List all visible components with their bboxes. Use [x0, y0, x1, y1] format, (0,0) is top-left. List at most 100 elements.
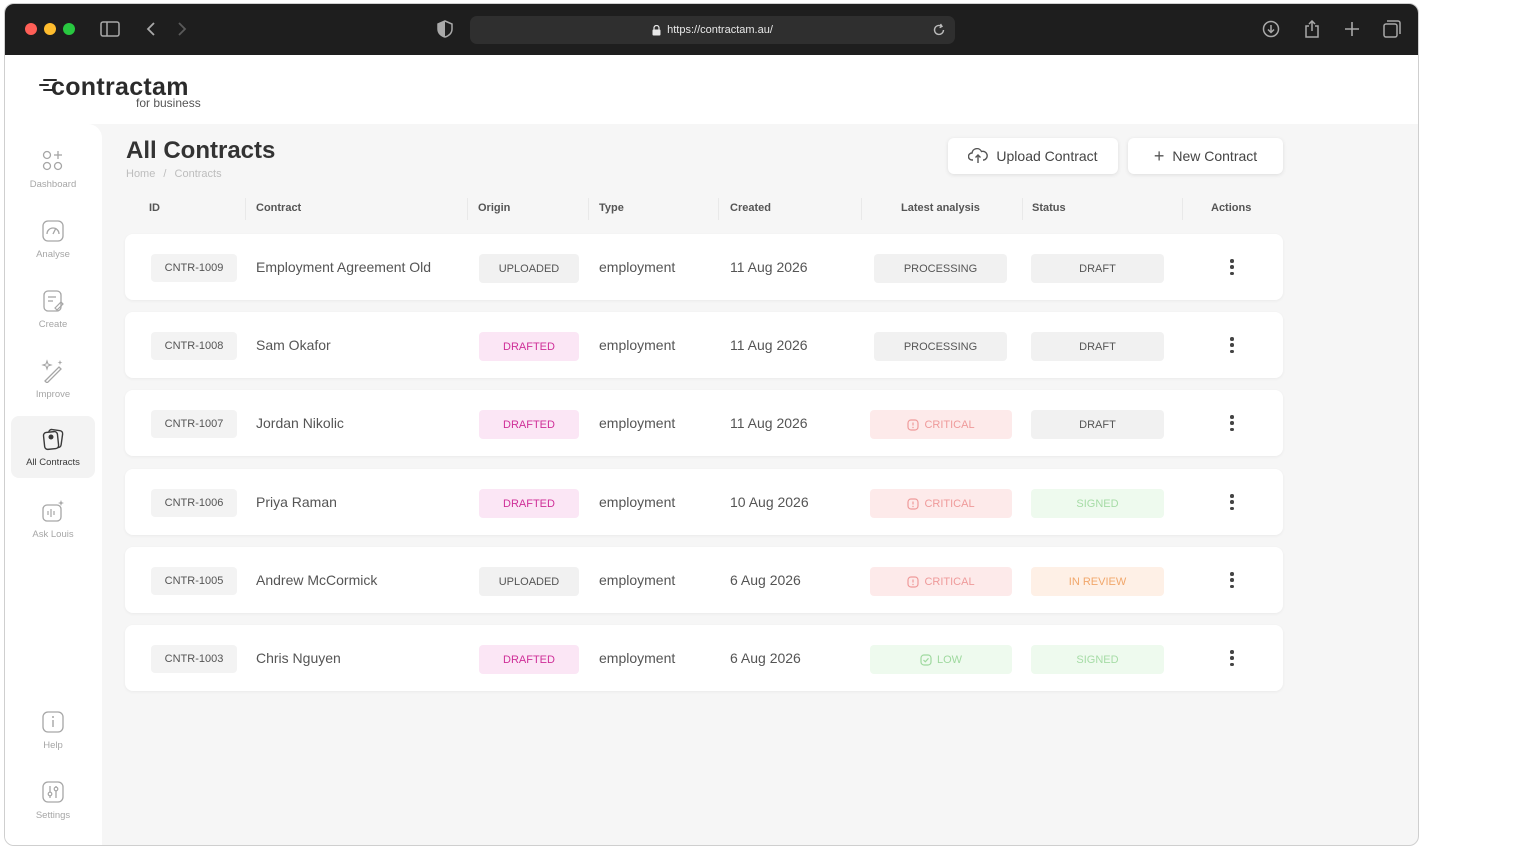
upload-contract-button[interactable]: Upload Contract — [948, 138, 1118, 174]
column-divider — [861, 198, 862, 220]
ai-chat-icon — [42, 499, 64, 522]
contract-type: employment — [599, 572, 676, 588]
row-actions-menu-icon[interactable] — [1229, 572, 1235, 588]
url-text: https://contractam.au/ — [667, 24, 773, 36]
sidebar-item-create[interactable]: Create — [11, 278, 95, 340]
main-content: All Contracts Home / Contracts Upload Co… — [102, 124, 1418, 845]
sidebar-item-label: Settings — [35, 809, 71, 821]
settings-sliders-icon — [42, 780, 64, 803]
new-tab-icon[interactable] — [1341, 18, 1363, 40]
analysis-badge: CRITICAL — [870, 410, 1012, 439]
download-icon[interactable] — [1260, 18, 1282, 40]
column-header-actions: Actions — [1211, 202, 1252, 214]
table-row[interactable]: CNTR-1007 Jordan Nikolic DRAFTED employment… — [125, 390, 1283, 456]
logo-mark-icon — [39, 79, 57, 94]
brand-name: contractam — [51, 73, 189, 101]
breadcrumb-current: Contracts — [174, 168, 222, 180]
column-header-id[interactable]: ID — [149, 202, 160, 214]
column-header-latest-analysis[interactable]: Latest analysis — [901, 202, 980, 214]
contract-type: employment — [599, 259, 676, 275]
sidebar-item-label: Help — [43, 739, 63, 751]
upload-contract-label: Upload Contract — [996, 148, 1098, 164]
contract-name[interactable]: Andrew McCormick — [256, 572, 378, 588]
sidebar-item-label: Analyse — [36, 248, 70, 260]
column-divider — [1022, 198, 1023, 220]
contract-name[interactable]: Priya Raman — [256, 494, 337, 510]
breadcrumb-home[interactable]: Home — [126, 168, 156, 180]
contract-id: CNTR-1005 — [151, 567, 237, 595]
minimize-window-button[interactable] — [44, 23, 56, 35]
sidebar-item-improve[interactable]: Improve — [11, 348, 95, 410]
column-divider — [588, 198, 589, 220]
cloud-upload-icon — [968, 148, 989, 163]
column-divider — [467, 198, 468, 220]
contract-name[interactable]: Employment Agreement Old — [256, 259, 432, 275]
table-row[interactable]: CNTR-1006 Priya Raman DRAFTED employment 10 … — [125, 469, 1283, 535]
sidebar-toggle-icon[interactable] — [99, 18, 121, 40]
contract-name[interactable]: Jordan Nikolic — [256, 415, 344, 431]
sidebar-item-help[interactable]: Help — [11, 699, 95, 761]
row-actions-menu-icon[interactable] — [1229, 337, 1235, 353]
contract-type: employment — [599, 415, 676, 431]
sidebar-item-dashboard[interactable]: Dashboard — [11, 138, 95, 200]
forward-icon[interactable] — [171, 18, 193, 40]
sidebar-item-all-contracts[interactable]: All Contracts — [11, 416, 95, 478]
row-actions-menu-icon[interactable] — [1229, 415, 1235, 431]
analysis-label: CRITICAL — [924, 497, 975, 510]
sidebar-item-label: Improve — [35, 388, 71, 400]
brand-logo[interactable]: contractam for business — [39, 73, 201, 110]
column-header-status[interactable]: Status — [1032, 202, 1066, 214]
analysis-label: PROCESSING — [903, 340, 978, 353]
check-icon — [920, 653, 932, 666]
origin-badge: UPLOADED — [479, 254, 579, 283]
origin-badge: DRAFTED — [479, 489, 579, 518]
share-icon[interactable] — [1301, 18, 1323, 40]
close-window-button[interactable] — [25, 23, 37, 35]
row-actions-menu-icon[interactable] — [1229, 494, 1235, 510]
analysis-badge: CRITICAL — [870, 567, 1012, 596]
row-actions-menu-icon[interactable] — [1229, 650, 1235, 666]
analysis-label: CRITICAL — [924, 575, 975, 588]
table-row[interactable]: CNTR-1003 Chris Nguyen DRAFTED employment 6 … — [125, 625, 1283, 691]
created-date: 11 Aug 2026 — [730, 337, 808, 353]
origin-badge: DRAFTED — [479, 645, 579, 674]
analysis-badge: CRITICAL — [870, 489, 1012, 518]
lock-icon — [652, 24, 661, 35]
contract-name[interactable]: Sam Okafor — [256, 337, 331, 353]
magic-wand-icon — [41, 358, 63, 383]
contract-type: employment — [599, 494, 676, 510]
column-header-type[interactable]: Type — [599, 202, 624, 214]
status-badge: DRAFT — [1031, 332, 1164, 361]
sidebar-item-ask-louis[interactable]: Ask Louis — [11, 488, 95, 550]
address-bar[interactable]: https://contractam.au/ — [470, 16, 955, 44]
browser-window: https://contractam.au/ contractam for bu… — [4, 3, 1419, 846]
table-header: ID Contract Origin Type Created Latest a… — [125, 198, 1285, 220]
sidebar-item-settings[interactable]: Settings — [11, 769, 95, 831]
alert-icon — [907, 418, 920, 431]
column-header-origin[interactable]: Origin — [478, 202, 511, 214]
contract-type: employment — [599, 650, 676, 666]
column-divider — [245, 198, 246, 220]
privacy-shield-icon[interactable] — [434, 18, 456, 40]
contract-name[interactable]: Chris Nguyen — [256, 650, 341, 666]
row-actions-menu-icon[interactable] — [1229, 259, 1235, 275]
alert-icon — [907, 575, 920, 588]
created-date: 6 Aug 2026 — [730, 572, 801, 588]
contracts-stack-icon — [42, 428, 64, 450]
column-header-created[interactable]: Created — [730, 202, 771, 214]
back-icon[interactable] — [140, 18, 162, 40]
status-badge: IN REVIEW — [1031, 567, 1164, 596]
column-divider — [1182, 198, 1183, 220]
zoom-window-button[interactable] — [63, 23, 75, 35]
app-header: contractam for business — [5, 55, 1418, 124]
column-header-contract[interactable]: Contract — [256, 202, 302, 214]
table-row[interactable]: CNTR-1005 Andrew McCormick UPLOADED employm… — [125, 547, 1283, 613]
table-row[interactable]: CNTR-1009 Employment Agreement Old UPLOADE… — [125, 234, 1283, 300]
sidebar-item-analyse[interactable]: Analyse — [11, 208, 95, 270]
new-contract-button[interactable]: + New Contract — [1128, 138, 1283, 174]
table-row[interactable]: CNTR-1008 Sam Okafor DRAFTED employment 11 A… — [125, 312, 1283, 378]
analysis-badge: PROCESSING — [874, 332, 1007, 361]
tab-overview-icon[interactable] — [1381, 18, 1403, 40]
sidebar-item-label: Create — [38, 318, 68, 330]
reload-icon[interactable] — [929, 20, 949, 40]
